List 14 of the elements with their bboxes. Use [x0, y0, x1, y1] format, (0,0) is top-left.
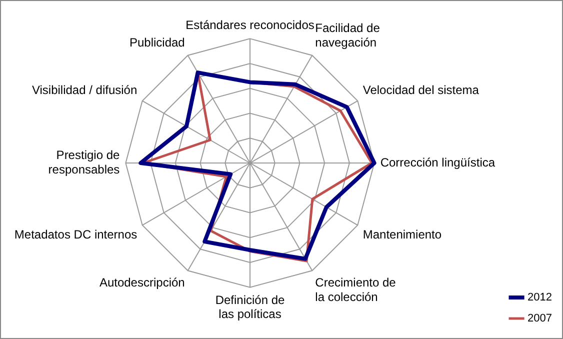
spoke-label: Visibilidad / difusión — [32, 82, 138, 97]
spoke-label: Autodescripción — [99, 275, 185, 290]
spoke-label: Facilidad de navegación — [315, 20, 380, 50]
legend-label: 2012 — [528, 292, 552, 304]
spoke-label: Definición de las políticas — [215, 292, 286, 322]
spoke-label: Estándares reconocidos — [186, 18, 314, 32]
legend-label: 2007 — [528, 312, 552, 325]
spoke-label: Publicidad — [129, 35, 185, 50]
spoke-label: Velocidad del sistema — [362, 82, 480, 97]
spoke-label: Prestigio de responsables — [48, 148, 120, 177]
spoke-label: Metadatos DC internos — [14, 228, 138, 242]
spoke-label: Crecimiento de la colección — [315, 275, 396, 304]
spoke-label: Mantenimiento — [362, 228, 442, 242]
spoke-label: Corrección lingüística — [380, 155, 496, 170]
